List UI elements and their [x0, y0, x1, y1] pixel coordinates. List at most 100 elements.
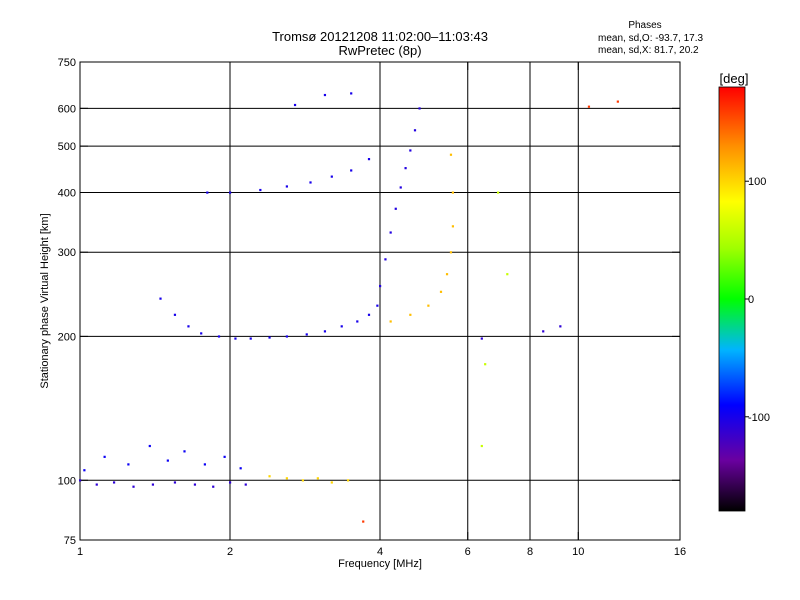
- data-point: [559, 325, 562, 328]
- data-point: [173, 481, 177, 484]
- data-point: [79, 479, 82, 482]
- data-point: [229, 481, 232, 484]
- data-point: [350, 92, 353, 95]
- data-point: [244, 483, 247, 486]
- data-point: [173, 313, 177, 316]
- data-points: [79, 92, 619, 523]
- data-point: [301, 479, 305, 482]
- colorbar-tick-label: -100: [748, 412, 770, 424]
- data-point: [480, 444, 483, 448]
- data-point: [367, 158, 371, 161]
- y-tick-label: 600: [58, 103, 76, 115]
- data-point: [268, 336, 271, 339]
- data-point: [229, 191, 232, 194]
- data-point: [389, 231, 392, 234]
- y-tick-label: 75: [64, 535, 76, 547]
- data-point: [151, 483, 155, 486]
- data-point: [217, 335, 221, 338]
- data-point: [384, 258, 387, 261]
- data-point: [330, 175, 333, 178]
- colorbar: [718, 86, 746, 512]
- phases-heading: Phases: [628, 20, 661, 31]
- data-point: [203, 463, 206, 466]
- y-tick-label: 100: [58, 475, 76, 487]
- data-point: [249, 337, 252, 340]
- phases-x-stats: mean, sd,X: 81.7, 20.2: [598, 45, 699, 56]
- grid-lines: [80, 62, 680, 540]
- data-point: [305, 333, 308, 336]
- data-point: [346, 479, 350, 482]
- phases-o-stats: mean, sd,O: -93.7, 17.3: [598, 33, 703, 44]
- data-point: [451, 191, 455, 194]
- data-point: [200, 332, 203, 335]
- colorbar-ticks: 100 0 -100: [745, 176, 770, 424]
- data-point: [148, 444, 151, 448]
- y-tick-label: 750: [58, 57, 76, 69]
- data-point: [223, 455, 226, 458]
- colorbar-tick-label: 100: [748, 176, 766, 188]
- axes: 1 2 4 6 8 10 16 75 100 200 300 400 500 600 750: [58, 57, 686, 558]
- x-tick-label: 16: [674, 546, 686, 558]
- data-point: [193, 483, 197, 486]
- data-point: [480, 337, 483, 340]
- y-tick-label: 200: [58, 331, 76, 343]
- data-point: [293, 103, 297, 107]
- data-point: [362, 520, 365, 523]
- y-tick-label: 500: [58, 141, 76, 153]
- y-tick-label: 400: [58, 187, 76, 199]
- data-point: [95, 483, 98, 486]
- x-tick-label: 8: [527, 546, 533, 558]
- data-point: [451, 225, 455, 228]
- data-point: [413, 129, 417, 132]
- data-point: [350, 169, 353, 172]
- data-point: [239, 467, 242, 470]
- data-point: [132, 485, 135, 488]
- data-point: [166, 459, 169, 462]
- data-point: [83, 469, 86, 472]
- data-point: [439, 290, 443, 293]
- data-point: [427, 304, 430, 307]
- data-point: [496, 191, 500, 194]
- data-point: [127, 463, 130, 466]
- x-axis-label: Frequency [MHz]: [338, 558, 422, 570]
- data-point: [259, 188, 262, 192]
- data-point: [449, 153, 453, 156]
- data-point: [309, 181, 312, 184]
- data-point: [404, 167, 407, 170]
- colorbar-tick-label: 0: [748, 294, 754, 306]
- data-point: [112, 481, 116, 484]
- data-point: [445, 273, 449, 276]
- data-point: [159, 297, 162, 300]
- data-point: [323, 330, 327, 333]
- data-point: [367, 313, 371, 316]
- x-tick-label: 2: [227, 546, 233, 558]
- data-point: [389, 320, 392, 323]
- x-tick-label: 1: [77, 546, 83, 558]
- data-point: [268, 475, 271, 478]
- data-point: [409, 149, 412, 152]
- data-point: [484, 363, 487, 366]
- data-point: [340, 325, 343, 328]
- data-point: [234, 337, 237, 340]
- data-point: [409, 313, 412, 316]
- data-point: [323, 93, 327, 97]
- data-point: [103, 455, 106, 458]
- data-point: [587, 105, 591, 108]
- data-point: [187, 325, 190, 328]
- data-point: [285, 335, 288, 338]
- data-point: [376, 304, 379, 307]
- data-point: [394, 207, 397, 210]
- data-point: [330, 481, 333, 484]
- chart-title: Tromsø 20121208 11:02:00–11:03:43: [272, 29, 488, 44]
- data-point: [542, 330, 545, 333]
- data-point: [418, 107, 421, 110]
- data-point: [285, 185, 288, 188]
- data-point: [506, 273, 509, 276]
- colorbar-label: [deg]: [720, 71, 749, 86]
- x-tick-label: 10: [572, 546, 584, 558]
- data-point: [285, 477, 288, 480]
- data-point: [399, 186, 402, 189]
- data-point: [449, 251, 453, 254]
- data-point: [206, 191, 209, 194]
